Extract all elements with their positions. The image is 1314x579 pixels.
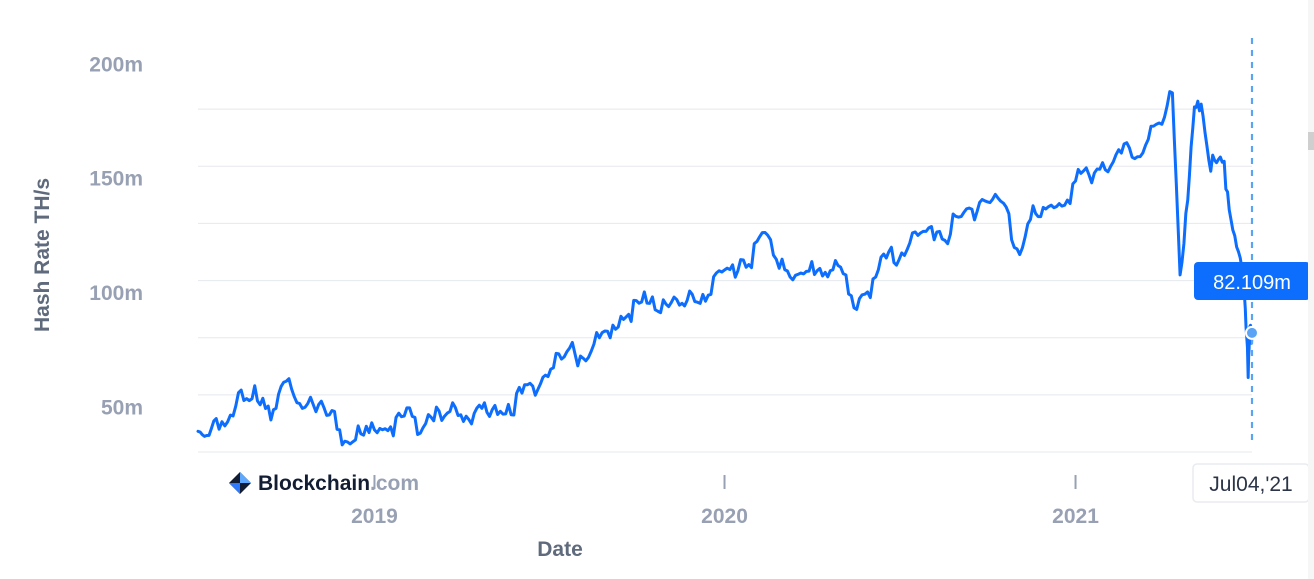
y-axis-ticks: 200m 150m 100m 50m [89, 53, 143, 419]
x-tick-label: 2021 [1052, 505, 1099, 528]
value-tooltip-text: 82.109m [1213, 272, 1291, 294]
y-tick-label: 100m [89, 282, 143, 305]
brand-suffix-text: .com [370, 472, 419, 495]
page-scrollbar[interactable] [1308, 0, 1314, 579]
hover-crosshair [1245, 38, 1259, 446]
hover-point [1245, 325, 1259, 340]
x-axis-ticks: 2019 2020 2021 [351, 475, 1099, 528]
x-tick-label: 2019 [351, 505, 398, 528]
x-tick-label: 2020 [701, 505, 748, 528]
y-tick-label: 200m [89, 53, 143, 76]
x-axis-label: Date [537, 538, 583, 561]
y-tick-label: 150m [89, 168, 143, 191]
y-axis-label: Hash Rate TH/s [31, 178, 54, 332]
y-tick-label: 50m [101, 396, 143, 419]
blockchain-logo-icon [229, 472, 251, 494]
brand-text: Blockchain.com [258, 472, 419, 495]
date-tooltip-text: Jul04,'21 [1209, 473, 1292, 496]
date-tooltip: Jul04,'21 [1192, 463, 1310, 503]
brand-main-text: Blockchain [258, 472, 370, 495]
hash-rate-line [196, 90, 1254, 447]
value-tooltip: 82.109m [1194, 262, 1310, 300]
grid-lines [198, 108, 1252, 453]
scrollbar-thumb[interactable] [1308, 132, 1314, 150]
line-layer [196, 90, 1254, 447]
value-tooltip-box [1194, 262, 1310, 300]
brand-watermark: Blockchain.com [229, 472, 419, 495]
